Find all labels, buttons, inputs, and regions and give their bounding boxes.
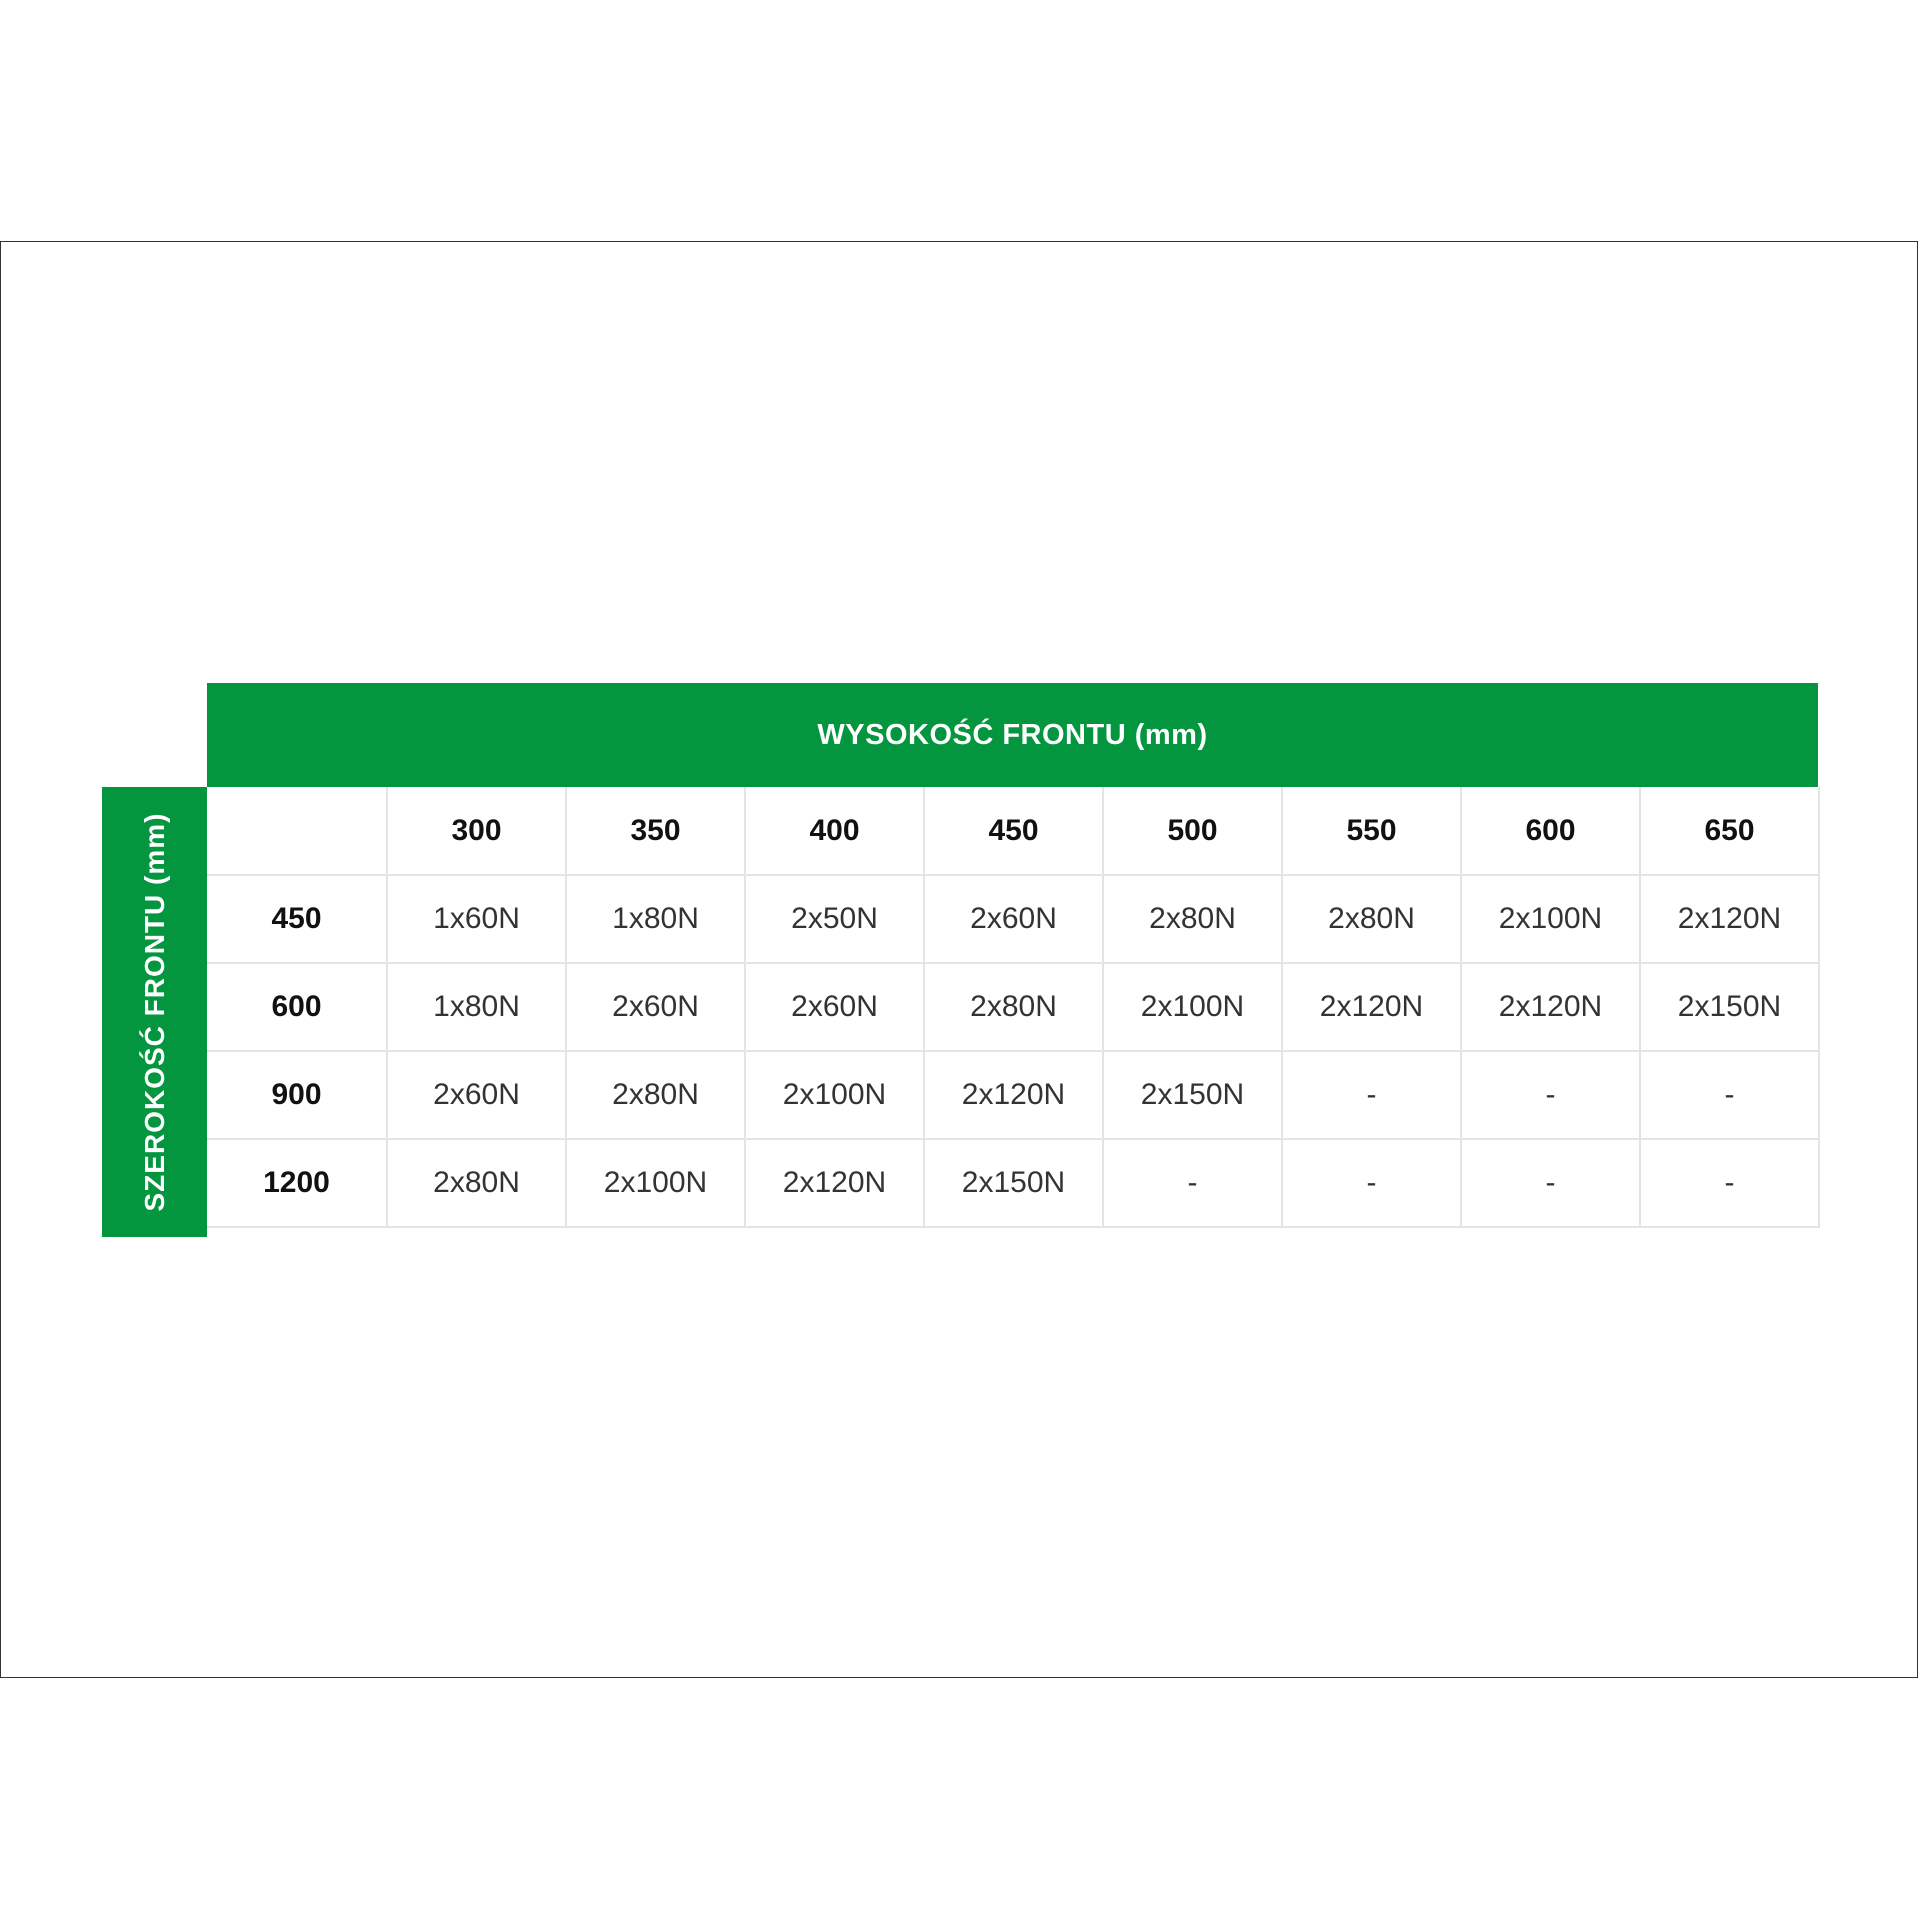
table-cell: 2x120N	[744, 1138, 925, 1228]
table-cell: 1x60N	[386, 874, 567, 964]
width-header-label: SZEROKOŚĆ FRONTU (mm)	[138, 812, 170, 1212]
column-header: 350	[565, 787, 746, 876]
column-header: 400	[744, 787, 925, 876]
width-header: SZEROKOŚĆ FRONTU (mm)	[102, 787, 207, 1237]
row-header: 900	[207, 1050, 388, 1140]
table-row: 600 1x80N 2x60N 2x60N 2x80N 2x100N 2x120N 2x120…	[207, 962, 1820, 1052]
table-cell: 2x120N	[1460, 962, 1641, 1052]
table-cell: 2x100N	[1102, 962, 1283, 1052]
table-cell: 2x80N	[923, 962, 1104, 1052]
table-cell: 1x80N	[386, 962, 567, 1052]
table-cell: 1x80N	[565, 874, 746, 964]
table-cell: 2x50N	[744, 874, 925, 964]
height-header-label: WYSOKOŚĆ FRONTU (mm)	[817, 718, 1208, 751]
table-cell: 2x100N	[565, 1138, 746, 1228]
column-header: 650	[1639, 787, 1820, 876]
table-row: 900 2x60N 2x80N 2x100N 2x120N 2x150N - - -	[207, 1050, 1820, 1140]
table-cell: 2x60N	[923, 874, 1104, 964]
table-cell: -	[1281, 1050, 1462, 1140]
table-cell: -	[1460, 1050, 1641, 1140]
table-row: 450 1x60N 1x80N 2x50N 2x60N 2x80N 2x80N 2x100N 2…	[207, 874, 1820, 964]
table-cell: 2x100N	[744, 1050, 925, 1140]
table-cell: -	[1281, 1138, 1462, 1228]
row-header: 600	[207, 962, 388, 1052]
corner-cell	[207, 787, 388, 876]
table-cell: -	[1639, 1138, 1820, 1228]
table-header-row: 300 350 400 450 500 550 600 650	[207, 787, 1820, 876]
row-header: 1200	[207, 1138, 388, 1228]
table-cell: -	[1102, 1138, 1283, 1228]
table-cell: 2x80N	[565, 1050, 746, 1140]
table-cell: 2x150N	[1102, 1050, 1283, 1140]
column-header: 550	[1281, 787, 1462, 876]
spec-table: 300 350 400 450 500 550 600 650 450 1x60N 1x80N 2x5…	[207, 787, 1820, 1228]
table-cell: 2x80N	[1281, 874, 1462, 964]
column-header: 450	[923, 787, 1104, 876]
table-cell: 2x60N	[565, 962, 746, 1052]
image-frame	[0, 241, 1918, 1678]
table-cell: 2x60N	[744, 962, 925, 1052]
column-header: 300	[386, 787, 567, 876]
table-cell: 2x60N	[386, 1050, 567, 1140]
table-cell: 2x80N	[1102, 874, 1283, 964]
table-cell: -	[1460, 1138, 1641, 1228]
table-cell: 2x150N	[923, 1138, 1104, 1228]
row-header: 450	[207, 874, 388, 964]
table-row: 1200 2x80N 2x100N 2x120N 2x150N - - - -	[207, 1138, 1820, 1228]
table-cell: 2x120N	[923, 1050, 1104, 1140]
table-cell: 2x120N	[1639, 874, 1820, 964]
column-header: 600	[1460, 787, 1641, 876]
table-cell: 2x120N	[1281, 962, 1462, 1052]
column-header: 500	[1102, 787, 1283, 876]
height-header: WYSOKOŚĆ FRONTU (mm)	[207, 683, 1818, 787]
table-cell: -	[1639, 1050, 1820, 1140]
table-cell: 2x100N	[1460, 874, 1641, 964]
table-cell: 2x150N	[1639, 962, 1820, 1052]
table-cell: 2x80N	[386, 1138, 567, 1228]
